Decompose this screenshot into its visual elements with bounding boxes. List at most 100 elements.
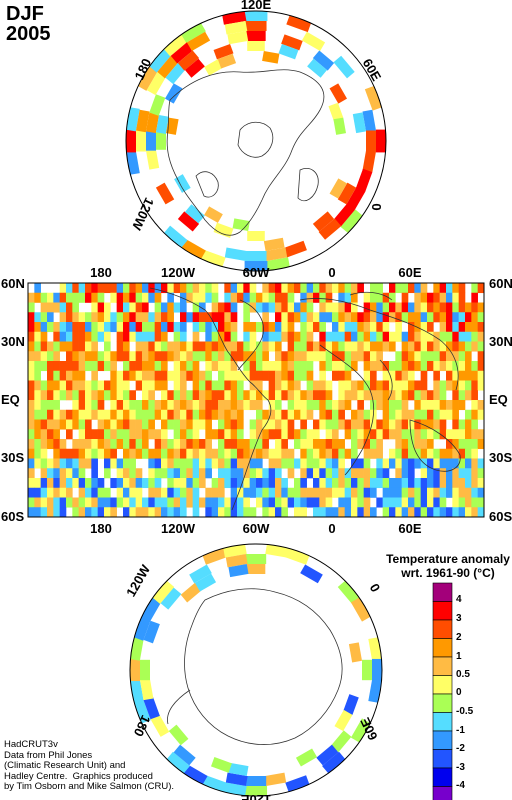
grid-cell	[439, 409, 447, 420]
grid-cell	[34, 419, 41, 430]
grid-cell	[294, 497, 301, 508]
grid-cell	[458, 361, 466, 372]
grid-cell	[256, 419, 263, 430]
grid-cell	[370, 507, 377, 517]
grid-cell	[446, 370, 453, 381]
grid-cell	[205, 409, 212, 420]
grid-cell	[351, 409, 358, 420]
grid-cell	[40, 380, 48, 391]
grid-cell	[465, 312, 472, 323]
grid-cell	[408, 458, 415, 469]
grid-cell	[370, 361, 377, 372]
grid-cell	[471, 409, 478, 420]
grid-cell	[237, 448, 244, 459]
grid-cell	[230, 448, 238, 459]
polar-cell	[329, 83, 347, 104]
grid-cell	[370, 448, 377, 459]
grid-cell	[471, 283, 478, 294]
grid-cell	[370, 468, 377, 479]
grid-cell	[433, 370, 440, 381]
grid-cell	[218, 497, 225, 508]
grid-cell	[287, 380, 295, 391]
polar-cell	[312, 50, 335, 71]
grid-cell	[40, 478, 48, 489]
grid-cell	[199, 312, 206, 323]
grid-cell	[382, 478, 390, 489]
grid-cell	[395, 302, 402, 313]
grid-cell	[192, 322, 200, 333]
grid-cell	[85, 390, 92, 401]
grid-cell	[180, 507, 187, 517]
polar-cell	[126, 129, 136, 153]
grid-cell	[427, 507, 434, 517]
grid-cell	[180, 380, 187, 391]
grid-cell	[186, 478, 193, 489]
grid-cell	[72, 302, 79, 313]
grid-cell	[211, 429, 219, 440]
grid-cell	[294, 507, 301, 517]
grid-cell	[230, 302, 238, 313]
grid-cell	[28, 380, 35, 391]
grid-cell	[180, 361, 187, 372]
legend-value: 0.5	[456, 669, 470, 680]
grid-cell	[180, 283, 187, 294]
grid-cell	[433, 448, 440, 459]
grid-cell	[446, 312, 453, 323]
grid-cell	[230, 283, 238, 294]
grid-cell	[471, 370, 478, 381]
grid-cell	[357, 322, 364, 333]
legend-value: -1	[456, 725, 465, 736]
grid-cell	[401, 370, 409, 381]
grid-cell	[66, 380, 73, 391]
grid-cell	[446, 478, 453, 489]
grid-cell	[104, 497, 111, 508]
polar-cell	[166, 751, 190, 774]
grid-cell	[325, 429, 333, 440]
grid-cell	[249, 478, 257, 489]
grid-cell	[249, 419, 257, 430]
grid-cell	[123, 448, 130, 459]
grid-cell	[465, 497, 472, 508]
grid-cell	[161, 370, 168, 381]
grid-cell	[363, 478, 371, 489]
grid-cell	[268, 322, 276, 333]
south-anomaly-cells	[130, 544, 382, 796]
grid-cell	[395, 468, 402, 479]
grid-cell	[363, 331, 371, 342]
grid-cell	[439, 380, 447, 391]
grid-cell	[452, 419, 459, 430]
grid-cell	[110, 361, 117, 372]
grid-cell	[338, 361, 345, 372]
grid-cell	[313, 400, 320, 411]
grid-cell	[28, 439, 35, 450]
grid-cell	[161, 380, 168, 391]
polar-cell	[223, 544, 247, 558]
grid-cell	[205, 312, 212, 323]
grid-cell	[148, 458, 155, 469]
grid-cell	[319, 400, 326, 411]
grid-cell	[97, 292, 105, 303]
grid-cell	[218, 487, 225, 498]
grid-cell	[275, 439, 282, 450]
grid-cell	[34, 331, 41, 342]
grid-cell	[344, 448, 352, 459]
legend-swatch	[432, 693, 453, 713]
grid-cell	[34, 497, 41, 508]
grid-cell	[129, 390, 136, 401]
grid-cell	[262, 429, 269, 440]
grid-cell	[262, 497, 269, 508]
grid-cell	[167, 497, 174, 508]
lon-label-bottom: 120W	[161, 521, 196, 536]
grid-cell	[319, 322, 326, 333]
grid-cell	[192, 400, 200, 411]
grid-cell	[306, 341, 314, 352]
grid-cell	[414, 439, 421, 450]
grid-cell	[230, 380, 238, 391]
grid-cell	[458, 419, 466, 430]
grid-cell	[427, 390, 434, 401]
grid-cell	[192, 283, 200, 294]
grid-cell	[116, 400, 124, 411]
grid-cell	[420, 331, 428, 342]
grid-cell	[357, 419, 364, 430]
grid-cell	[401, 292, 409, 303]
